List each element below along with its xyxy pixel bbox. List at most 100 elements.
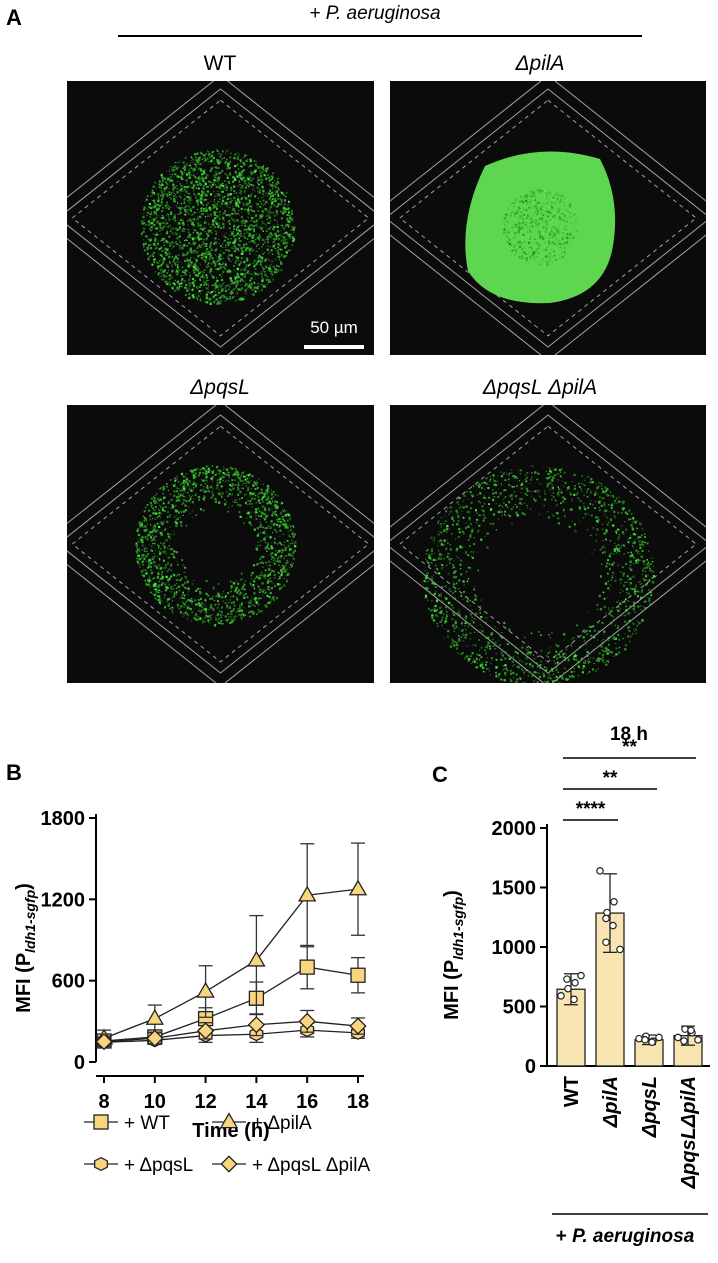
biofilm-dot [233,177,236,180]
biofilm-dot [271,515,273,517]
biofilm-dot [280,253,283,256]
biofilm-dot [199,168,202,171]
biofilm-dot [163,187,166,190]
biofilm-dot [540,202,543,205]
biofilm-dot [240,605,242,607]
biofilm-dot [198,222,200,224]
biofilm-dot [528,236,530,239]
biofilm-dot [192,486,195,489]
biofilm-dot [168,583,171,586]
biofilm-dot [522,259,525,262]
biofilm-dot [233,228,235,230]
biofilm-dot [509,218,511,220]
biofilm-dot [256,511,258,513]
biofilm-dot [237,582,240,585]
biofilm-dot [152,542,154,545]
biofilm-dot [190,220,193,223]
biofilm-dot [274,494,277,496]
biofilm-dot [250,184,253,186]
biofilm-dot [203,182,205,184]
biofilm-dot [256,575,259,578]
biofilm-dot [272,241,274,243]
biofilm-dot [514,244,516,246]
biofilm-dot [209,155,212,159]
biofilm-dot [208,250,211,253]
biofilm-dot [214,183,217,186]
biofilm-dot [186,196,189,198]
biofilm-dot [516,210,518,213]
biofilm-dot [196,166,198,168]
biofilm-dot [268,177,270,179]
biofilm-dot [160,269,162,272]
biofilm-dot [255,238,257,240]
biofilm-dot [542,248,545,251]
biofilm-dot [256,219,258,222]
biofilm-dot [202,180,205,183]
biofilm-dot [204,599,207,602]
biofilm-dot [259,588,261,591]
biofilm-dot [250,503,253,505]
biofilm-dot [546,247,548,249]
biofilm-dot [274,552,276,554]
biofilm-dot [201,203,203,205]
biofilm-dot [243,246,246,248]
biofilm-dot [203,154,206,157]
biofilm-dot [577,224,579,225]
biofilm-dot [514,226,517,229]
biofilm-dot [284,254,287,257]
biofilm-dot [220,620,223,622]
biofilm-dot [203,276,206,279]
biofilm-dot [159,260,161,262]
biofilm-dot [143,243,145,245]
biofilm-dot [267,253,269,255]
biofilm-dot [267,528,269,529]
biofilm-dot [242,245,245,249]
biofilm-dot [240,207,243,210]
biofilm-dot [241,161,243,163]
biofilm-dot [170,586,172,589]
biofilm-dot [268,525,270,527]
biofilm-dot [194,211,196,213]
biofilm-dot [225,619,228,622]
biofilm-dot [230,260,232,262]
biofilm-dot [219,210,221,213]
biofilm-dot [243,276,246,278]
biofilm-dot [257,257,260,259]
biofilm-dot [241,279,244,282]
biofilm-dot [261,256,264,259]
biofilm-dot [156,585,159,588]
biofilm-dot [172,505,175,508]
biofilm-dot [542,262,544,264]
biofilm-dot [171,484,173,486]
biofilm-dot [200,292,202,294]
biofilm-dot [244,224,247,227]
biofilm-dot [188,174,190,176]
biofilm-dot [245,290,247,292]
biofilm-dot [251,474,254,478]
biofilm-dot [242,162,245,165]
biofilm-dot [221,492,224,495]
biofilm-dot [260,480,262,482]
biofilm-dot [203,271,205,274]
biofilm-dot [260,270,262,272]
biofilm-dot [197,622,199,624]
biofilm-dot [185,239,187,241]
biofilm-dot [158,196,160,198]
biofilm-dot [276,543,279,545]
biofilm-dot [285,238,287,241]
biofilm-dot [206,293,208,296]
biofilm-dot [261,238,265,242]
biofilm-dot [171,597,173,599]
biofilm-dot [160,264,163,267]
biofilm-dot [220,160,222,162]
biofilm-dot [258,492,260,494]
biofilm-dot [221,202,224,205]
biofilm-dot [262,253,264,255]
biofilm-dot [285,564,287,566]
biofilm-dot [237,481,239,484]
biofilm-dot [193,477,195,479]
biofilm-dot [260,574,263,577]
frame-diamond [67,81,374,355]
biofilm-dot [183,199,184,201]
biofilm-dot [236,596,238,599]
